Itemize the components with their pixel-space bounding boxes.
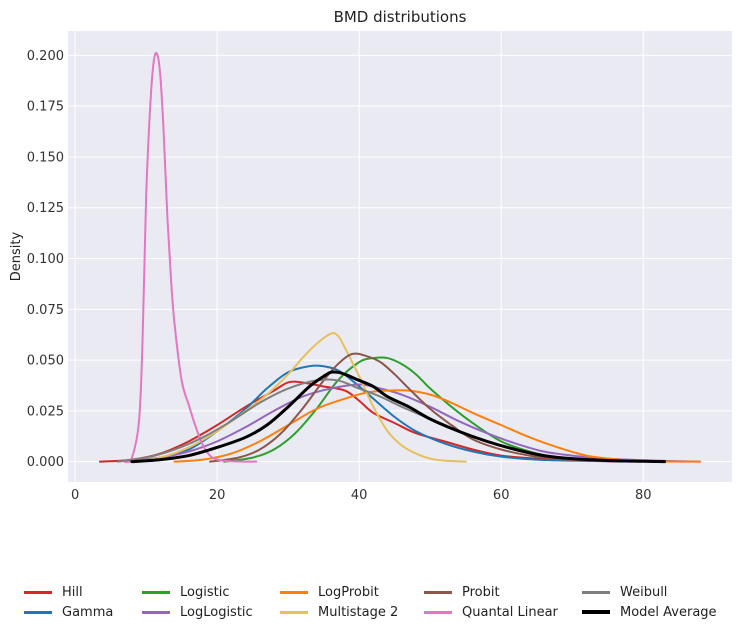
legend-swatch bbox=[582, 590, 610, 594]
x-tick-label: 60 bbox=[493, 488, 510, 503]
legend-swatch bbox=[142, 590, 170, 594]
y-tick-label: 0.175 bbox=[27, 100, 64, 115]
legend-item-hill: Hill bbox=[24, 583, 83, 601]
legend-item-logprobit: LogProbit bbox=[280, 583, 379, 601]
legend-swatch bbox=[280, 610, 308, 614]
legend-item-logistic: Logistic bbox=[142, 583, 229, 601]
y-tick-label: 0.125 bbox=[27, 201, 64, 216]
legend-swatch bbox=[24, 590, 52, 594]
y-tick-label: 0.075 bbox=[27, 303, 64, 318]
series-line-multistage-2 bbox=[130, 332, 467, 463]
legend-label: LogProbit bbox=[318, 584, 379, 600]
legend-label: Logistic bbox=[180, 584, 230, 600]
legend-item-model-average: Model Average bbox=[582, 603, 717, 621]
x-tick-label: 80 bbox=[635, 488, 652, 503]
x-tick-label: 0 bbox=[71, 488, 79, 503]
series-line-model-average bbox=[130, 370, 667, 464]
legend-label: Gamma bbox=[62, 604, 114, 620]
legend-label: Weibull bbox=[620, 584, 668, 600]
legend-swatch bbox=[424, 610, 452, 614]
legend-label: Quantal Linear bbox=[462, 604, 558, 620]
legend-swatch bbox=[24, 610, 52, 614]
legend-label: LogLogistic bbox=[180, 604, 253, 620]
legend-swatch bbox=[142, 610, 170, 614]
legend-label: Hill bbox=[62, 584, 83, 600]
legend-swatch bbox=[280, 590, 308, 594]
legend-swatch bbox=[424, 590, 452, 594]
y-tick-label: 0.150 bbox=[27, 150, 64, 165]
plot-area bbox=[68, 31, 732, 482]
bmd-chart: 0 20 40 60 80 0.000 0.025 0.050 0.075 0.100 0.125 0… bbox=[9, 8, 732, 503]
y-tick-label: 0.100 bbox=[27, 252, 64, 267]
legend-item-multistage-2: Multistage 2 bbox=[280, 603, 398, 621]
y-tick-label: 0.000 bbox=[27, 455, 64, 470]
legend-item-probit: Probit bbox=[424, 583, 500, 601]
legend-label: Multistage 2 bbox=[318, 604, 399, 620]
legend-item-quantal-linear: Quantal Linear bbox=[424, 603, 558, 621]
legend-item-weibull: Weibull bbox=[582, 583, 667, 601]
y-tick-label: 0.200 bbox=[27, 49, 64, 64]
y-tick-label: 0.050 bbox=[27, 354, 64, 369]
series-line-logprobit bbox=[173, 389, 702, 463]
legend: Hill Gamma Logistic LogLogistic LogProbit Mul… bbox=[0, 583, 742, 623]
legend-item-loglogistic: LogLogistic bbox=[142, 603, 253, 621]
y-tick-label: 0.025 bbox=[27, 404, 64, 419]
legend-item-gamma: Gamma bbox=[24, 603, 113, 621]
legend-label: Model Average bbox=[620, 604, 717, 620]
x-tick-label: 40 bbox=[351, 488, 368, 503]
legend-label: Probit bbox=[462, 584, 500, 600]
legend-swatch bbox=[582, 610, 610, 614]
y-axis-label: Density bbox=[9, 231, 24, 281]
x-tick-label: 20 bbox=[209, 488, 226, 503]
chart-title: BMD distributions bbox=[334, 8, 467, 26]
